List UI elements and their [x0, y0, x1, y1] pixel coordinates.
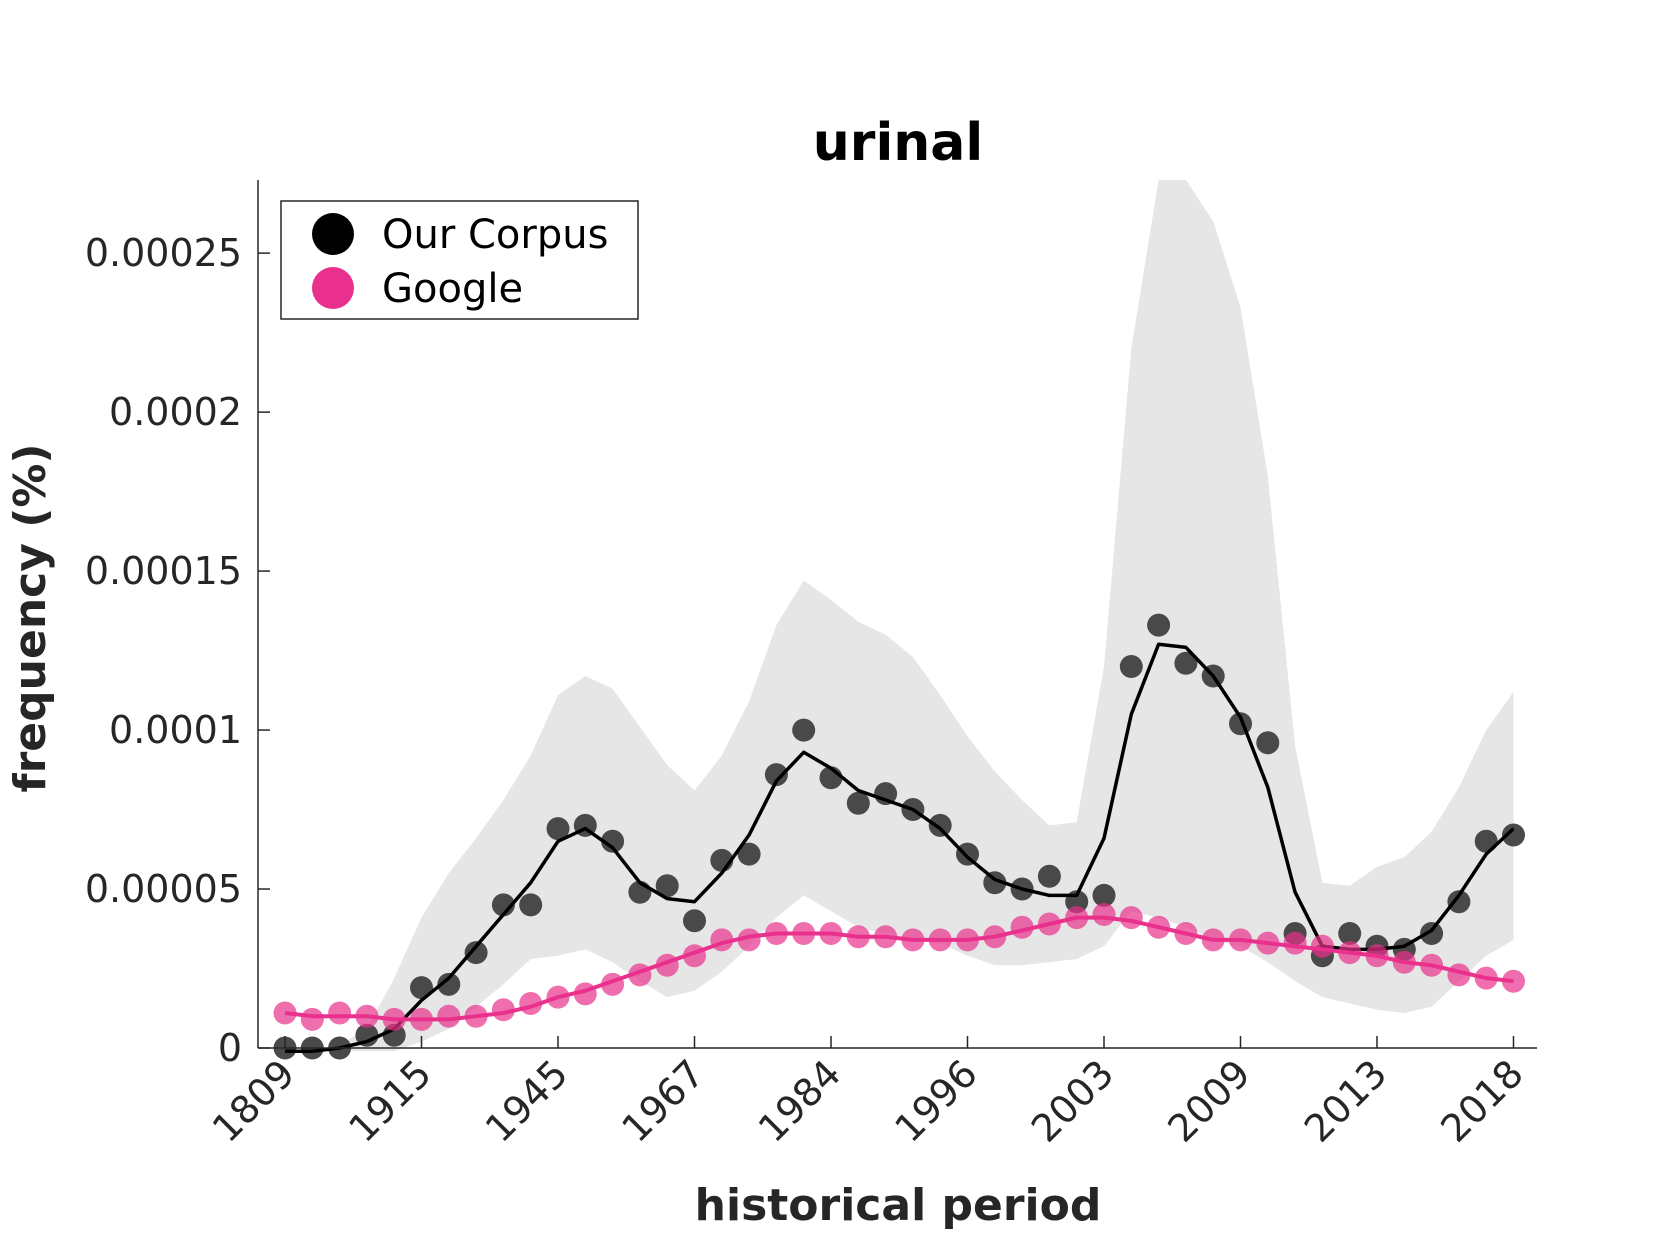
corpus-point [410, 976, 433, 1000]
x-tick-label: 1967 [613, 1051, 713, 1151]
google-point [328, 1001, 352, 1025]
y-tick-label: 0.0001 [109, 708, 242, 752]
x-tick-label: 1996 [886, 1051, 986, 1151]
google-point [1092, 903, 1116, 926]
corpus-point [437, 972, 461, 996]
corpus-point [1338, 922, 1362, 945]
y-tick-label: 0.0002 [109, 390, 242, 434]
legend-label-our-corpus: Our Corpus [382, 212, 608, 258]
google-point [300, 1007, 324, 1031]
legend: Our Corpus Google [280, 200, 639, 320]
corpus-point [1256, 731, 1280, 755]
chart-title: urinal [813, 113, 983, 173]
corpus-point [1474, 829, 1498, 853]
google-point [1310, 934, 1334, 958]
x-tick-label: 2018 [1432, 1051, 1532, 1151]
corpus-point [1502, 823, 1525, 847]
x-tick-label: 2013 [1296, 1051, 1396, 1151]
corpus-point [1119, 655, 1143, 678]
y-tick-label: 0.00015 [85, 549, 242, 593]
y-tick-label: 0.00005 [85, 867, 242, 911]
corpus-point [601, 829, 625, 853]
corpus-point [655, 874, 679, 898]
y-tick-label: 0 [218, 1026, 242, 1070]
corpus-point [491, 893, 515, 917]
x-tick-label: 1984 [750, 1051, 850, 1151]
corpus-point [1147, 613, 1171, 637]
corpus-point [546, 817, 570, 841]
corpus-point [355, 1023, 379, 1047]
corpus-point [1447, 890, 1471, 914]
x-tick-label: 1915 [340, 1051, 440, 1151]
corpus-point [1092, 883, 1116, 907]
corpus-trend-line [285, 642, 1515, 1053]
x-tick-label: 2009 [1159, 1051, 1259, 1151]
google-point [1283, 931, 1307, 955]
corpus-point [382, 1023, 406, 1047]
corpus-point [846, 791, 870, 815]
google-trend-line [284, 915, 1514, 1022]
google-point [437, 1004, 461, 1028]
x-tick-label: 2003 [1023, 1051, 1123, 1151]
y-axis-label: frequency (%) [5, 443, 56, 792]
corpus-point [464, 941, 488, 965]
corpus-point [737, 842, 761, 866]
corpus-point [1174, 651, 1198, 675]
corpus-point [1037, 864, 1061, 888]
x-axis-label: historical period [695, 1180, 1102, 1231]
corpus-point [1420, 922, 1444, 945]
x-tick-label: 1945 [477, 1051, 577, 1151]
legend-marker-google [312, 267, 354, 309]
corpus-point [928, 813, 952, 837]
legend-marker-our-corpus [312, 213, 354, 255]
corpus-point [792, 718, 816, 742]
google-point [1119, 906, 1143, 930]
plot-area [273, 180, 1525, 1060]
corpus-point [519, 893, 543, 917]
corpus-point [764, 763, 788, 787]
legend-label-google: Google [382, 266, 523, 312]
y-tick-label: 0.00025 [85, 231, 242, 275]
corpus-point [683, 909, 706, 933]
